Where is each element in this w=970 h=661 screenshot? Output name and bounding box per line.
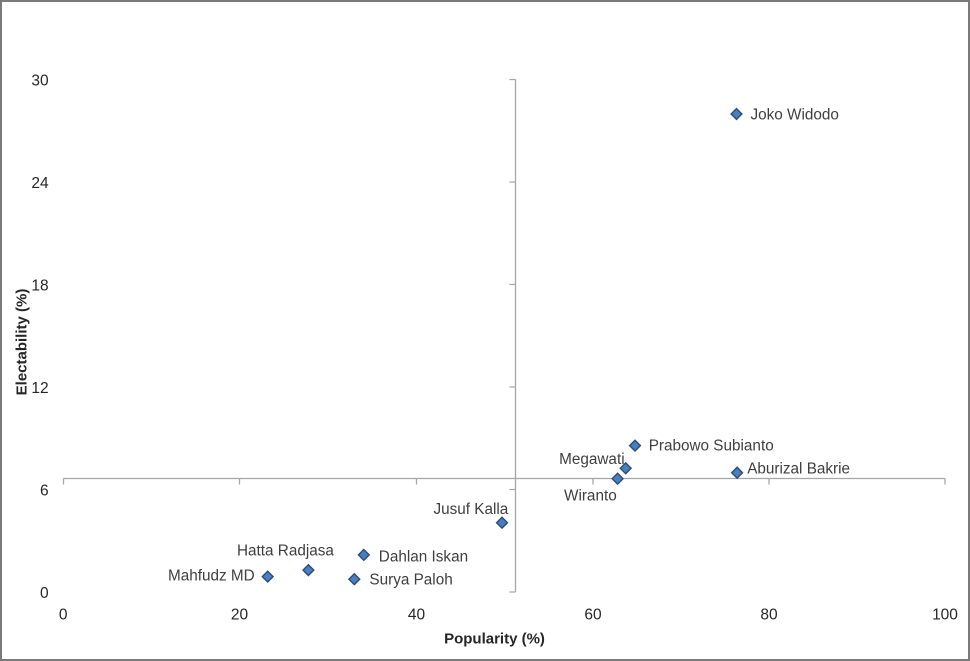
svg-text:24: 24 [31, 175, 49, 192]
svg-text:Jusuf Kalla: Jusuf Kalla [433, 501, 508, 518]
svg-text:18: 18 [31, 277, 48, 294]
svg-text:Joko Widodo: Joko Widodo [751, 107, 839, 124]
svg-text:Dahlan Iskan: Dahlan Iskan [379, 548, 468, 565]
svg-text:Hatta Radjasa: Hatta Radjasa [237, 542, 334, 559]
svg-text:40: 40 [408, 607, 426, 624]
svg-text:Megawati: Megawati [559, 451, 624, 468]
svg-text:30: 30 [31, 72, 49, 89]
svg-text:80: 80 [760, 607, 778, 624]
svg-text:Popularity (%): Popularity (%) [444, 630, 545, 647]
svg-text:Electability (%): Electability (%) [14, 289, 31, 396]
svg-text:0: 0 [40, 585, 49, 602]
svg-text:Mahfudz MD: Mahfudz MD [168, 567, 255, 584]
svg-text:20: 20 [231, 607, 249, 624]
svg-text:0: 0 [59, 607, 68, 624]
svg-text:60: 60 [584, 607, 602, 624]
svg-text:Prabowo Subianto: Prabowo Subianto [649, 437, 774, 454]
svg-text:Surya Paloh: Surya Paloh [369, 572, 452, 589]
svg-text:Wiranto: Wiranto [564, 487, 617, 504]
svg-text:Aburizal Bakrie: Aburizal Bakrie [747, 461, 850, 478]
svg-text:100: 100 [932, 607, 958, 624]
svg-text:6: 6 [40, 482, 49, 499]
svg-text:12: 12 [31, 380, 48, 397]
